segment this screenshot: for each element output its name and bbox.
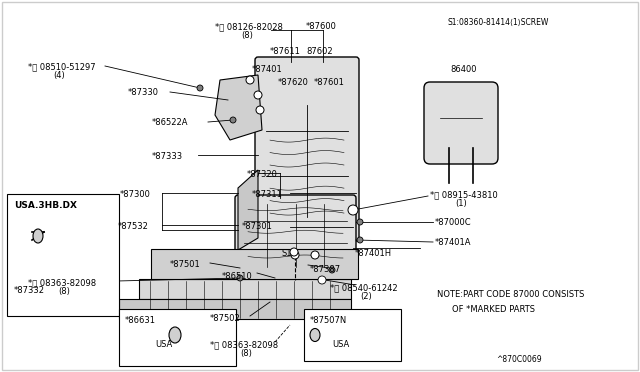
Text: *Ⓢ 08510-51297: *Ⓢ 08510-51297: [28, 62, 95, 71]
Circle shape: [237, 275, 243, 281]
Text: ^870C0069: ^870C0069: [496, 355, 541, 364]
Text: *86510: *86510: [222, 272, 253, 281]
FancyBboxPatch shape: [424, 82, 498, 164]
FancyBboxPatch shape: [139, 279, 351, 299]
FancyBboxPatch shape: [151, 249, 358, 279]
Text: *87000C: *87000C: [435, 218, 472, 227]
Ellipse shape: [169, 327, 181, 343]
Text: *Ⓢ 08363-82098: *Ⓢ 08363-82098: [210, 340, 278, 349]
Text: 86400: 86400: [450, 65, 477, 74]
Text: (2): (2): [360, 292, 372, 301]
Text: (1): (1): [455, 199, 467, 208]
Text: *87401H: *87401H: [355, 249, 392, 258]
Text: USA: USA: [155, 340, 172, 349]
Text: *Ⓢ 08363-82098: *Ⓢ 08363-82098: [28, 278, 96, 287]
Text: *87320: *87320: [247, 170, 278, 179]
Text: *87311: *87311: [252, 190, 283, 199]
Text: (8): (8): [240, 349, 252, 358]
Text: *87401A: *87401A: [435, 238, 472, 247]
Text: *86522A: *86522A: [152, 118, 189, 127]
Circle shape: [254, 91, 262, 99]
Text: *87601: *87601: [314, 78, 345, 87]
Circle shape: [246, 76, 254, 84]
Polygon shape: [215, 75, 262, 140]
FancyBboxPatch shape: [255, 57, 359, 241]
Text: *87332: *87332: [14, 286, 45, 295]
Text: NOTE:PART CODE 87000 CONSISTS: NOTE:PART CODE 87000 CONSISTS: [437, 290, 584, 299]
Text: *87502: *87502: [210, 314, 241, 323]
Polygon shape: [238, 170, 258, 250]
Text: USA.3HB.DX: USA.3HB.DX: [14, 201, 77, 210]
FancyBboxPatch shape: [235, 195, 356, 276]
Circle shape: [256, 106, 264, 114]
FancyBboxPatch shape: [119, 299, 351, 319]
Text: (8): (8): [241, 31, 253, 40]
Text: *ⓥ 08915-43810: *ⓥ 08915-43810: [430, 190, 498, 199]
Circle shape: [291, 251, 299, 259]
Text: *87333: *87333: [152, 152, 183, 161]
Text: *87401: *87401: [252, 65, 283, 74]
FancyBboxPatch shape: [119, 309, 236, 366]
Text: *87620: *87620: [278, 78, 309, 87]
Text: S1: S1: [281, 249, 291, 258]
Text: *87387: *87387: [310, 265, 341, 274]
Circle shape: [357, 237, 363, 243]
Text: *87301: *87301: [242, 222, 273, 231]
Ellipse shape: [33, 229, 43, 243]
Circle shape: [311, 251, 319, 259]
Text: (8): (8): [58, 287, 70, 296]
Text: *87532: *87532: [118, 222, 149, 231]
Text: *87600: *87600: [306, 22, 337, 31]
Text: (4): (4): [53, 71, 65, 80]
FancyBboxPatch shape: [304, 309, 401, 361]
Circle shape: [290, 248, 298, 256]
Text: OF *MARKED PARTS: OF *MARKED PARTS: [452, 305, 535, 314]
Circle shape: [230, 117, 236, 123]
Circle shape: [329, 267, 335, 273]
Circle shape: [357, 219, 363, 225]
Text: *87507N: *87507N: [310, 316, 348, 325]
Text: *87300: *87300: [120, 190, 151, 199]
Text: *Ⓑ 08126-82028: *Ⓑ 08126-82028: [215, 22, 283, 31]
Text: 87602: 87602: [306, 47, 333, 56]
Text: USA: USA: [332, 340, 349, 349]
Ellipse shape: [310, 328, 320, 341]
Circle shape: [318, 276, 326, 284]
Circle shape: [197, 85, 203, 91]
Text: *86631: *86631: [125, 316, 156, 325]
Text: S1:08360-81414⟨1⟩SCREW: S1:08360-81414⟨1⟩SCREW: [447, 18, 548, 27]
Text: *87501: *87501: [170, 260, 201, 269]
FancyBboxPatch shape: [7, 194, 119, 316]
Circle shape: [348, 205, 358, 215]
Text: *Ⓢ 08540-61242: *Ⓢ 08540-61242: [330, 283, 397, 292]
Text: *87611: *87611: [270, 47, 301, 56]
Text: *87330: *87330: [128, 88, 159, 97]
